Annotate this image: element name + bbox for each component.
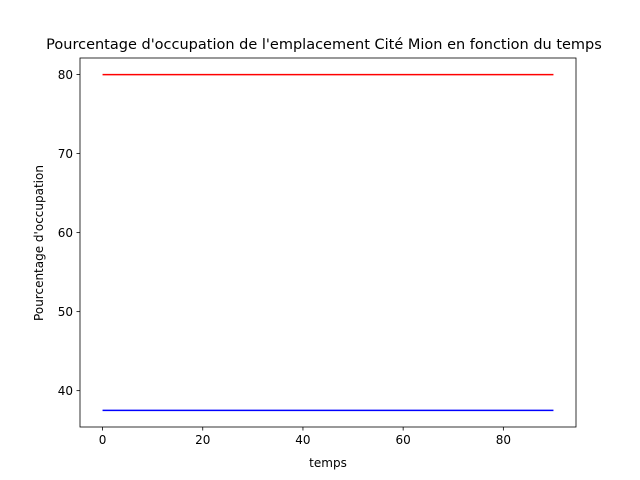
plot-area	[79, 57, 577, 428]
y-axis-label: Pourcentage d'occupation	[32, 165, 46, 321]
x-axis-label: temps	[309, 456, 347, 470]
series-group	[102, 73, 554, 412]
chart-title: Pourcentage d'occupation de l'emplacemen…	[46, 37, 602, 53]
y-tick-label: 70	[58, 147, 73, 161]
plot-frame	[79, 57, 577, 428]
y-axis-ticks: 40 50 60 70 80	[58, 68, 80, 398]
y-tick-label: 80	[58, 68, 73, 82]
x-axis-ticks: 0 20 40 60 80	[99, 427, 511, 447]
y-tick-label: 40	[58, 384, 73, 398]
y-tick-label: 60	[58, 226, 73, 240]
y-tick-label: 50	[58, 305, 73, 319]
x-tick-label: 0	[99, 433, 107, 447]
x-tick-label: 80	[496, 433, 511, 447]
x-tick-label: 20	[195, 433, 210, 447]
x-tick-label: 60	[396, 433, 411, 447]
x-tick-label: 40	[295, 433, 310, 447]
